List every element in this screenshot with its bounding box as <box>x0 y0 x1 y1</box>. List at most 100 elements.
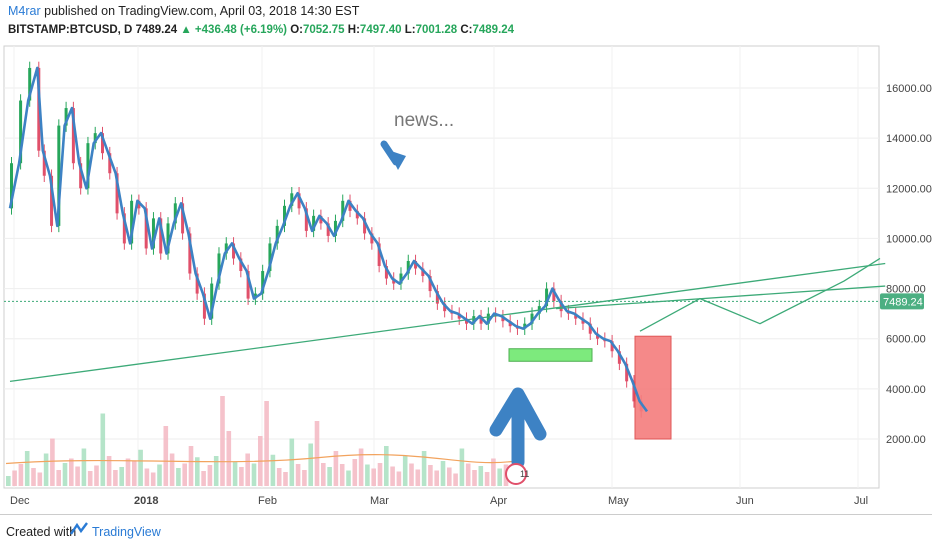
price-series-line <box>8 66 649 413</box>
volume-bar <box>62 463 68 486</box>
candle-body <box>632 381 636 402</box>
candle-body <box>268 243 272 272</box>
volume-bar <box>150 472 156 486</box>
volume-bar <box>226 431 232 486</box>
close-label: C: <box>460 24 473 36</box>
symbol-label[interactable]: BITSTAMP:BTCUSD, D <box>8 24 133 36</box>
current-price-label: 7489.24 <box>883 296 923 308</box>
author-link[interactable]: M4rar <box>8 4 41 18</box>
volume-bar <box>409 463 414 486</box>
volume-bar <box>251 463 257 486</box>
candle-body <box>290 193 294 206</box>
x-tick-label: 2018 <box>134 495 158 507</box>
candle-body <box>414 260 418 269</box>
volume-bar <box>43 453 49 486</box>
volume-bar <box>69 458 74 486</box>
candle-body <box>625 363 629 382</box>
volume-bar <box>239 467 244 486</box>
volume-bar <box>434 470 439 486</box>
y-tick-label: 16000.00 <box>886 83 932 95</box>
volume-bar <box>415 469 421 486</box>
candle-body <box>545 288 549 307</box>
tradingview-brand-link[interactable]: TradingView <box>92 525 161 539</box>
candle-body <box>239 258 243 272</box>
x-axis: Dec 2018 Feb Mar Apr May Jun Jul <box>10 495 868 507</box>
volume-bar <box>100 413 106 486</box>
candle-body <box>348 200 352 211</box>
support-zone <box>508 348 593 362</box>
volume-bar <box>283 472 288 486</box>
candle-body <box>472 316 476 324</box>
candle-body <box>93 133 97 144</box>
volume-bar <box>478 466 484 486</box>
volume-bar <box>12 470 17 486</box>
plot-frame <box>3 45 880 489</box>
volume-bar <box>24 451 30 486</box>
volume-bar <box>87 471 93 486</box>
volume-bar <box>75 466 80 486</box>
y-tick-label: 2000.00 <box>886 434 926 446</box>
candle-body <box>617 351 621 364</box>
candle-body <box>399 273 403 284</box>
candle-body <box>115 173 119 214</box>
candle-body <box>246 271 250 299</box>
volume-bar <box>81 448 87 486</box>
volume-bar <box>220 396 225 486</box>
tradingview-logo-icon[interactable] <box>70 522 88 541</box>
volume-bar <box>396 471 402 486</box>
high-label: H: <box>347 24 360 36</box>
y-tick-label: 8000.00 <box>886 284 926 296</box>
candle-body <box>283 205 286 226</box>
candle-body <box>19 100 23 164</box>
candle-body <box>101 133 104 154</box>
candle-body <box>71 108 75 164</box>
quote-line: BITSTAMP:BTCUSD, D 7489.24 ▲ +436.48 (+6… <box>8 24 514 36</box>
volume-bar <box>31 468 36 486</box>
grid-lines <box>4 46 879 488</box>
volume-bar <box>308 443 313 486</box>
volume-bar <box>106 456 112 486</box>
candle-body <box>559 301 563 312</box>
open-label: O: <box>290 24 303 36</box>
current-price-badge: 7489.24 <box>880 293 924 310</box>
volume-bar <box>119 467 124 486</box>
candle-body <box>173 203 177 224</box>
volume-bar <box>321 463 326 486</box>
candle-body <box>137 200 141 209</box>
news-annotation: news... <box>394 110 454 131</box>
candle-body <box>341 200 345 221</box>
publish-text: published on TradingView.com, April 03, … <box>40 4 360 18</box>
trendline <box>9 262 886 382</box>
candle-body <box>304 208 308 231</box>
x-tick-label: Jul <box>854 495 868 507</box>
volume-bar <box>94 465 99 486</box>
candle-body <box>159 218 163 254</box>
volume-bar <box>50 438 55 486</box>
volume-bar <box>497 468 502 486</box>
volume-bar <box>232 461 238 486</box>
candle-body <box>86 143 90 189</box>
candle-body <box>370 233 374 244</box>
price-chart[interactable]: news... 16000.00 14000.00 12000.00 10000.00… <box>0 44 932 514</box>
y-axis: 16000.00 14000.00 12000.00 10000.00 8000.00 6… <box>886 83 932 446</box>
volume-bar <box>37 472 43 486</box>
candle-body <box>297 193 301 209</box>
volume-bar <box>157 464 162 486</box>
last-price: 7489.24 <box>135 24 178 36</box>
volume-bar <box>339 464 345 486</box>
x-tick-label: Apr <box>490 495 507 507</box>
footer-bar: Created with TradingView <box>0 514 932 551</box>
volume-bar <box>125 458 131 486</box>
volume-bar <box>465 463 471 486</box>
candle-body <box>312 215 316 231</box>
candle-body <box>610 341 614 352</box>
event-marker-label: 11 <box>520 469 529 479</box>
event-marker[interactable]: 11 <box>505 463 529 485</box>
volume-bar <box>56 470 61 486</box>
trendline <box>555 285 886 310</box>
x-tick-label: Jun <box>736 495 754 507</box>
x-tick-label: May <box>608 495 629 507</box>
volume-bar <box>440 461 446 486</box>
candle-body <box>224 243 228 254</box>
high-value: 7497.40 <box>359 24 402 36</box>
